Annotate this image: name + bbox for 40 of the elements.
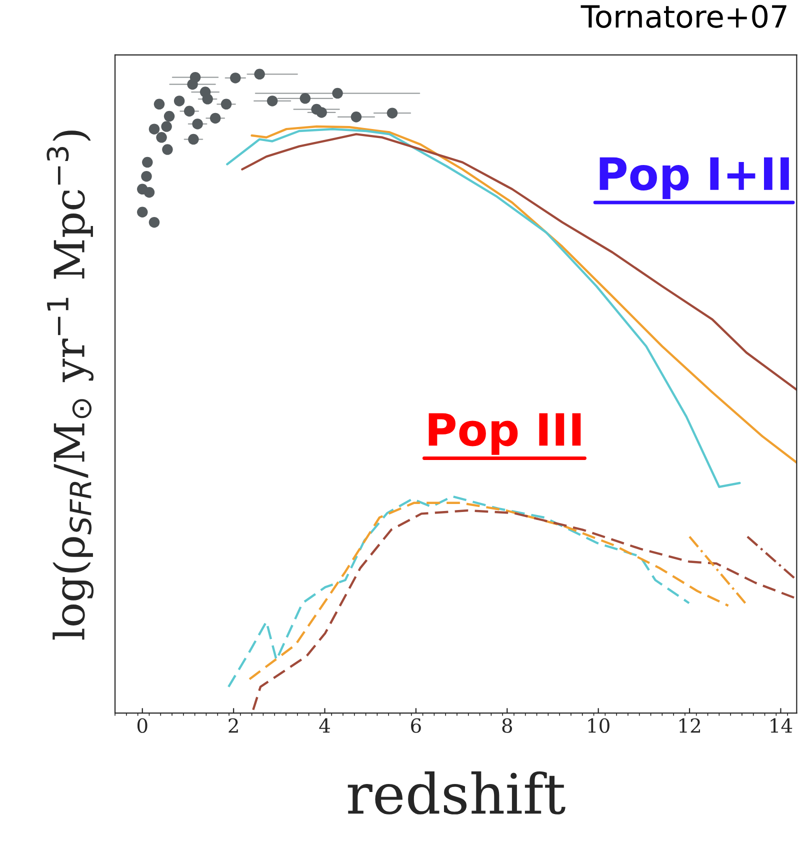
point bbox=[162, 144, 173, 155]
x-tick-label: 6 bbox=[411, 718, 421, 733]
point bbox=[220, 98, 232, 110]
text: Tornatore+07 bbox=[580, 4, 786, 28]
point bbox=[184, 106, 195, 117]
point bbox=[300, 93, 311, 104]
point bbox=[148, 124, 160, 134]
x-tick-label: 14 bbox=[770, 718, 792, 733]
point bbox=[192, 118, 203, 130]
point bbox=[350, 112, 362, 122]
point bbox=[254, 68, 265, 80]
annotation: Pop I+II bbox=[600, 157, 789, 200]
text: log(ρ$_{SFR}$/M$_{⊙}$ yr$^{−1}$ Mpc$^{−3}$) bbox=[46, 130, 94, 640]
x-tick-label: 0 bbox=[137, 718, 148, 733]
point bbox=[230, 72, 241, 84]
point bbox=[156, 132, 167, 143]
point bbox=[154, 98, 165, 110]
point bbox=[174, 96, 185, 106]
point bbox=[144, 186, 155, 198]
point bbox=[332, 88, 343, 99]
x-tick-label: 8 bbox=[502, 718, 512, 733]
point bbox=[316, 107, 327, 118]
point bbox=[148, 216, 160, 228]
x-tick-label: 4 bbox=[319, 718, 330, 733]
x-tick-label: 12 bbox=[680, 718, 700, 733]
point bbox=[142, 156, 153, 168]
point bbox=[266, 96, 278, 106]
point bbox=[161, 121, 172, 132]
point bbox=[202, 94, 213, 104]
point bbox=[187, 78, 198, 90]
annotation: Pop III bbox=[428, 413, 581, 455]
point bbox=[164, 110, 175, 122]
x-tick-label: 10 bbox=[588, 718, 610, 733]
x-axis-title: redshift bbox=[348, 771, 566, 814]
point bbox=[137, 206, 148, 218]
point bbox=[210, 112, 221, 124]
point bbox=[141, 170, 152, 182]
x-tick-label: 2 bbox=[228, 718, 238, 733]
point bbox=[386, 108, 398, 118]
point bbox=[188, 134, 199, 145]
